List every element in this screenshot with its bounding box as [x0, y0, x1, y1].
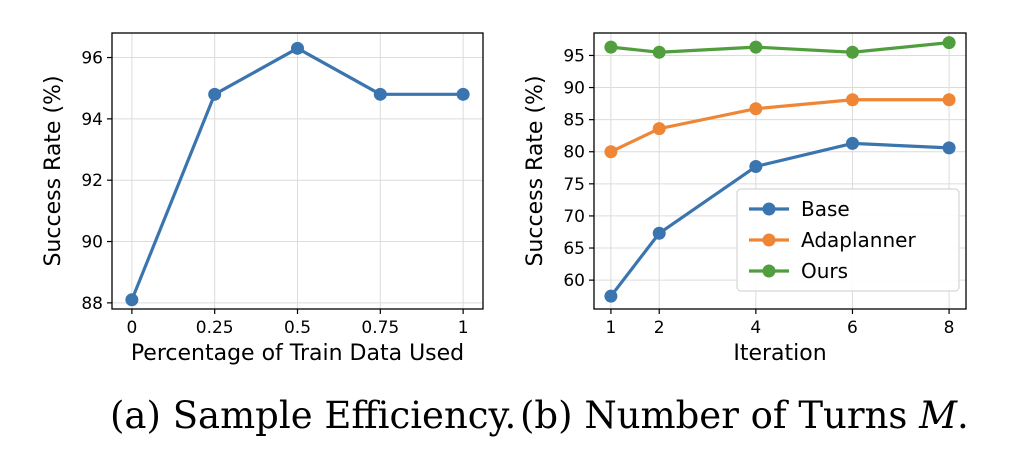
data-point [652, 122, 666, 136]
y-tick-label: 90 [81, 233, 103, 253]
data-point [652, 226, 666, 240]
y-tick-label: 96 [81, 49, 103, 69]
data-point [749, 102, 763, 116]
data-point [942, 36, 956, 50]
data-point [652, 45, 666, 59]
chart-number-of-turns: 1 2 4 6 8 60 65 70 75 80 85 90 95 Iteration Success Ra… [523, 32, 967, 366]
x-tick-label: 1 [458, 318, 469, 338]
y-tick-label: 95 [563, 46, 585, 66]
y-tick-label: 94 [81, 110, 103, 130]
x-tick-label: 0.5 [284, 318, 311, 338]
data-point [373, 87, 387, 101]
y-axis-label: Success Rate (%) [523, 75, 548, 266]
caption-b-variable: M [918, 394, 958, 437]
y-tick-label: 88 [81, 294, 103, 314]
y-tick-label: 80 [563, 143, 585, 163]
x-tick-label: 0.25 [196, 318, 234, 338]
x-tick-label: 8 [944, 318, 955, 338]
x-axis-label: Iteration [733, 341, 826, 366]
caption-b: (b) Number of Turns M. [520, 394, 969, 437]
data-point [456, 87, 470, 101]
x-tick-label: 4 [750, 318, 761, 338]
x-axis-label: Percentage of Train Data Used [131, 341, 464, 366]
legend-label: Adaplanner [801, 228, 916, 252]
legend-marker [762, 264, 776, 278]
y-tick-label: 70 [563, 207, 585, 227]
data-point [749, 40, 763, 54]
data-point [604, 40, 618, 54]
y-axis-label: Success Rate (%) [41, 75, 66, 266]
data-point [845, 45, 859, 59]
data-point [845, 93, 859, 107]
data-point [208, 87, 222, 101]
caption-b-prefix: (b) Number of Turns [520, 394, 919, 437]
plot-frame [111, 32, 484, 310]
data-point [749, 160, 763, 174]
x-tick-label: 2 [654, 318, 665, 338]
data-point [604, 145, 618, 159]
legend-marker [762, 202, 776, 216]
data-point [604, 289, 618, 303]
plot-frame [593, 32, 967, 310]
y-tick-label: 85 [563, 111, 585, 131]
data-point [942, 141, 956, 155]
y-tick-label: 90 [563, 79, 585, 99]
data-point [845, 136, 859, 150]
x-tick-label: 6 [847, 318, 858, 338]
x-tick-label: 1 [605, 318, 616, 338]
data-point [125, 293, 139, 307]
legend-marker [762, 233, 776, 247]
y-tick-label: 65 [563, 239, 585, 259]
caption-b-suffix: . [957, 394, 969, 437]
chart-sample-efficiency: 0 0.25 0.5 0.75 1 88 90 92 94 96 Percentage of Tra… [41, 32, 484, 366]
legend-label: Ours [801, 259, 848, 283]
data-point [942, 93, 956, 107]
y-tick-label: 60 [563, 271, 585, 291]
x-tick-label: 0 [126, 318, 137, 338]
x-tick-label: 0.75 [361, 318, 399, 338]
legend-label: Base [801, 197, 850, 221]
caption-a: (a) Sample Efficiency. [110, 394, 516, 437]
data-point [291, 41, 304, 55]
y-tick-label: 75 [563, 175, 585, 195]
y-tick-label: 92 [81, 171, 103, 191]
legend-box [736, 188, 960, 292]
